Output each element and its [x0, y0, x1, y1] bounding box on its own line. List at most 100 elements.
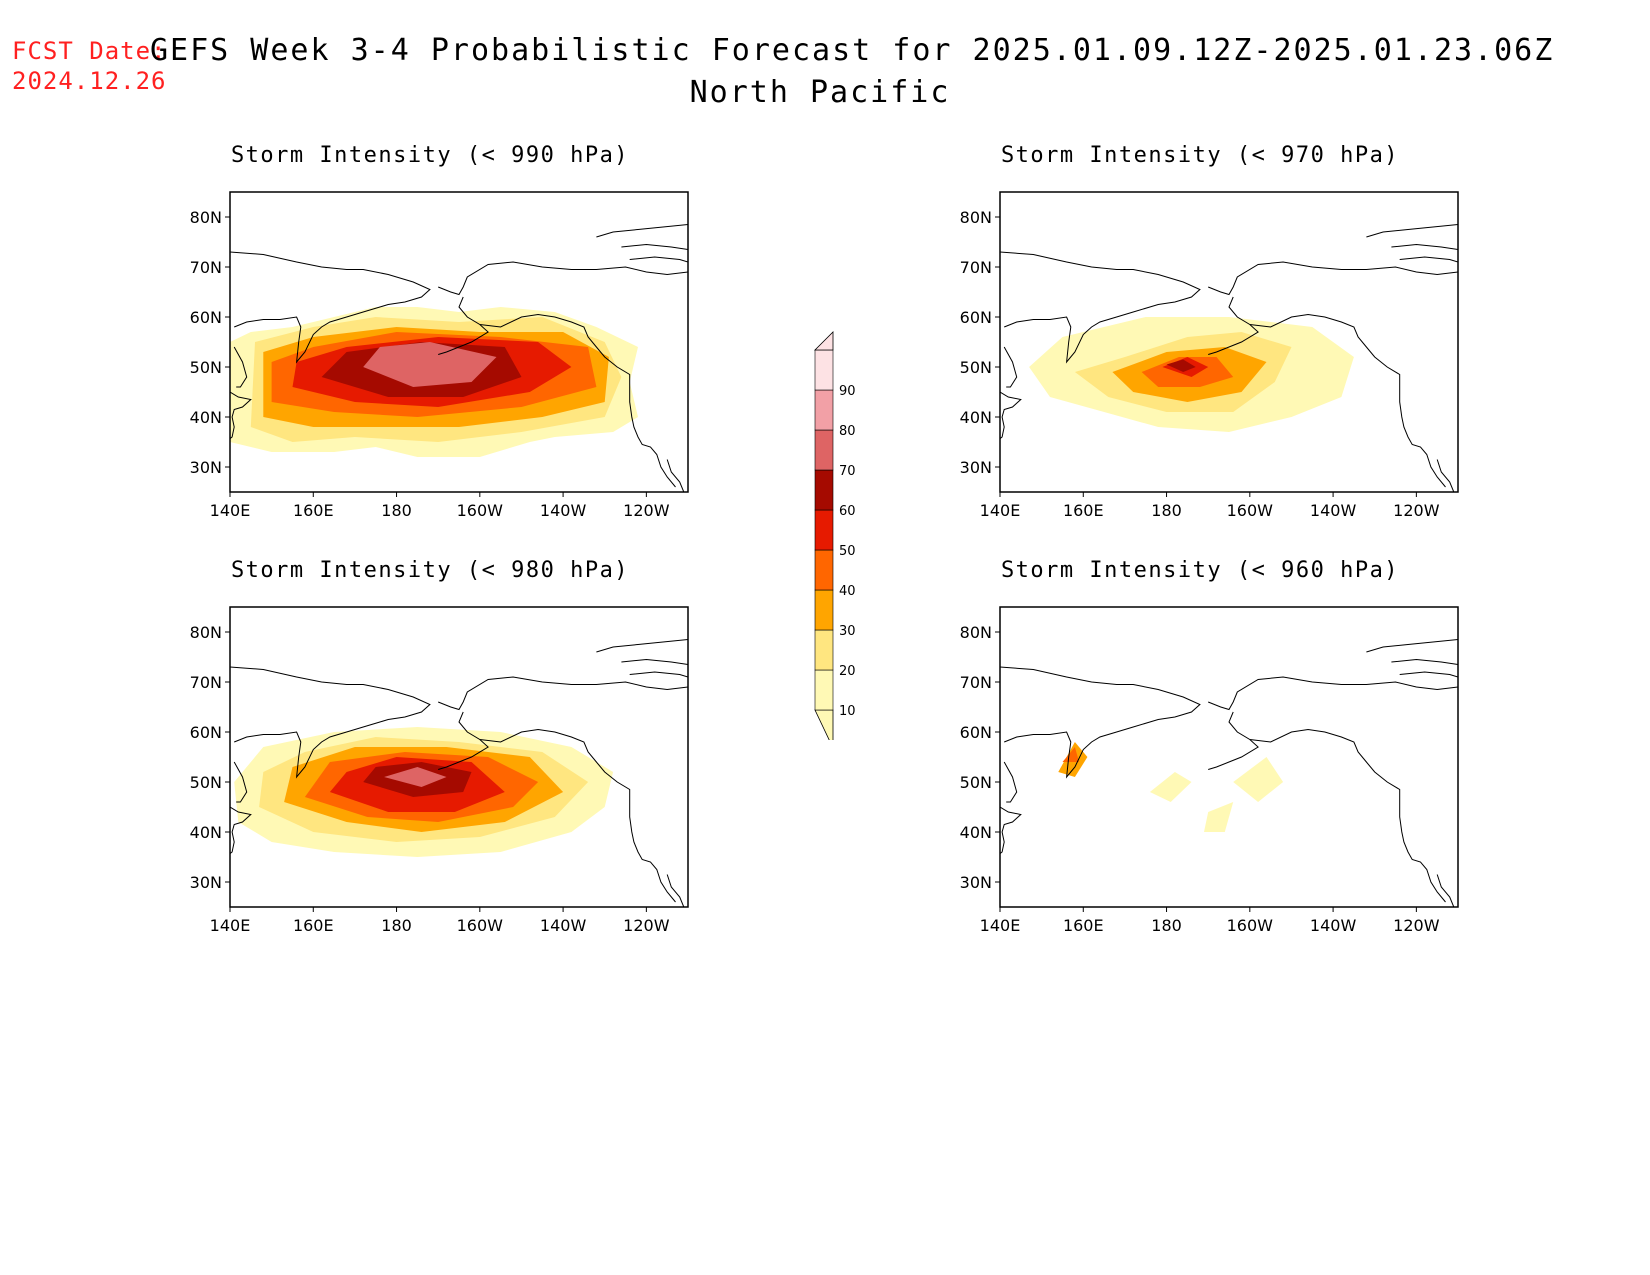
lat-tick-label: 70N — [960, 258, 992, 277]
colorbar-label: 30 — [839, 624, 856, 639]
lon-tick-label: 160E — [293, 916, 334, 935]
lat-tick-label: 60N — [960, 723, 992, 742]
colorbar-swatch — [814, 349, 834, 391]
lon-tick-label: 160W — [1227, 501, 1274, 520]
coastline-segment — [1399, 671, 1458, 678]
lat-tick-label: 70N — [190, 673, 222, 692]
coastline-segment — [666, 459, 685, 492]
coastline-segment — [233, 346, 248, 388]
coastline-segment — [1391, 243, 1458, 250]
coastline — [230, 639, 688, 907]
colorbar-label: 40 — [839, 584, 856, 599]
lat-tick-label: 50N — [960, 358, 992, 377]
lat-tick-label: 70N — [190, 258, 222, 277]
coastline-segment — [438, 261, 688, 296]
probability-contour — [363, 342, 497, 387]
lat-tick-label: 50N — [190, 358, 222, 377]
coastline-segment — [621, 243, 688, 250]
probability-field — [1058, 742, 1284, 832]
map-frame — [999, 191, 1459, 493]
coastline-segment — [438, 711, 489, 770]
map-frame — [229, 191, 689, 493]
coastline-segment — [1003, 761, 1018, 803]
coastline — [1000, 224, 1458, 492]
coastline-segment — [1249, 728, 1446, 903]
coastline-segment — [666, 874, 685, 907]
fcst-label: FCST Date: — [12, 37, 167, 65]
coastline-segment — [230, 666, 431, 779]
lon-tick-label: 140E — [980, 501, 1021, 520]
lat-tick-label: 60N — [960, 308, 992, 327]
coastline-segment — [1000, 251, 1201, 364]
coastline-segment — [479, 728, 676, 903]
probability-contour — [1233, 757, 1284, 802]
coastline-segment — [621, 658, 688, 665]
colorbar-label: 10 — [839, 704, 856, 719]
lat-tick-label: 40N — [190, 823, 222, 842]
probability-field — [230, 307, 638, 457]
coastline-segment — [1391, 658, 1458, 665]
panel-title-990: Storm Intensity (< 990 hPa) — [230, 143, 630, 168]
coastline-segment — [438, 296, 489, 355]
colorbar-label: 20 — [839, 664, 856, 679]
coastline-segment — [596, 224, 688, 238]
lat-tick-label: 50N — [960, 773, 992, 792]
colorbar-swatch — [814, 629, 834, 671]
coastline-segment — [1208, 676, 1458, 711]
page-title: GEFS Week 3-4 Probabilistic Forecast for… — [150, 30, 1555, 114]
lat-tick-label: 30N — [960, 458, 992, 477]
map-frame — [229, 606, 689, 908]
lon-tick-label: 160W — [457, 501, 504, 520]
coastline — [230, 224, 688, 492]
lon-tick-label: 160W — [1227, 916, 1274, 935]
coastline-segment — [230, 391, 252, 445]
lat-tick-label: 50N — [190, 773, 222, 792]
coastline-segment — [629, 671, 688, 678]
lat-tick-label: 30N — [960, 873, 992, 892]
lat-tick-label: 40N — [960, 823, 992, 842]
probability-field — [1029, 317, 1354, 432]
coastline-segment — [438, 676, 688, 711]
lon-tick-label: 140W — [540, 501, 587, 520]
coastline-segment — [596, 639, 688, 653]
coastline-segment — [479, 313, 676, 488]
coastline-segment — [629, 256, 688, 263]
coastline-segment — [1436, 874, 1455, 907]
colorbar-swatch — [814, 429, 834, 471]
panel-title-960: Storm Intensity (< 960 hPa) — [1000, 558, 1400, 583]
coastline-segment — [230, 806, 252, 860]
colorbar-swatch — [814, 469, 834, 511]
panel-title-970: Storm Intensity (< 970 hPa) — [1000, 143, 1400, 168]
colorbar-label: 80 — [839, 424, 856, 439]
lon-tick-label: 180 — [381, 501, 412, 520]
probability-field — [234, 727, 614, 857]
lat-tick-label: 80N — [190, 623, 222, 642]
map-panel-990: 80N 70N 60N 50N 40N 30N 140E 160E 180 160W 140W 120… — [190, 191, 689, 520]
lat-tick-label: 80N — [960, 208, 992, 227]
lon-tick-label: 140E — [980, 916, 1021, 935]
panel-title-980: Storm Intensity (< 980 hPa) — [230, 558, 630, 583]
colorbar: 10 20 30 40 50 60 70 80 90 — [814, 331, 856, 740]
colorbar-swatch — [814, 669, 834, 711]
lon-tick-label: 160W — [457, 916, 504, 935]
lon-tick-label: 140W — [540, 916, 587, 935]
map-panel-970: 80N 70N 60N 50N 40N 30N 140E 160E 180 160W 140W 120… — [960, 191, 1459, 520]
lon-tick-label: 120W — [623, 501, 670, 520]
colorbar-swatch — [814, 549, 834, 591]
lon-tick-label: 140E — [210, 916, 251, 935]
coastline-segment — [1249, 313, 1446, 488]
lon-tick-label: 160E — [1063, 501, 1104, 520]
colorbar-end-low — [814, 709, 834, 740]
map-frame — [999, 606, 1459, 908]
coastline — [1000, 639, 1458, 907]
lon-tick-label: 140E — [210, 501, 251, 520]
colorbar-swatch — [814, 389, 834, 431]
lon-tick-label: 180 — [381, 916, 412, 935]
lat-tick-label: 30N — [190, 458, 222, 477]
map-panel-960: 80N 70N 60N 50N 40N 30N 140E 160E 180 160W 140W 120… — [960, 606, 1459, 935]
colorbar-label: 60 — [839, 504, 856, 519]
lat-tick-label: 80N — [190, 208, 222, 227]
title-line-1: GEFS Week 3-4 Probabilistic Forecast for… — [150, 33, 1555, 68]
colorbar-label: 90 — [839, 384, 856, 399]
probability-contour — [1166, 359, 1196, 372]
